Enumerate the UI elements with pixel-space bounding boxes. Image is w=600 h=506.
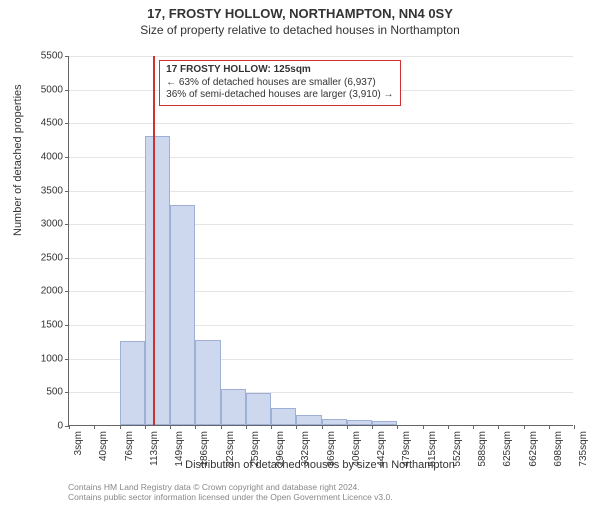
ytick-mark xyxy=(65,392,69,393)
marker-line xyxy=(153,56,155,425)
annotation-line-3: 36% of semi-detached houses are larger (… xyxy=(166,89,393,102)
ytick-mark xyxy=(65,224,69,225)
ytick-label: 1500 xyxy=(41,320,63,331)
ytick-label: 5000 xyxy=(41,84,63,95)
histogram-bar xyxy=(271,408,296,425)
plot-area: 0500100015002000250030003500400045005000… xyxy=(68,56,573,426)
histogram-bar xyxy=(120,341,145,425)
xtick-mark xyxy=(246,425,247,429)
y-axis-label: Number of detached properties xyxy=(12,84,24,236)
xtick-label: 698sqm xyxy=(553,431,564,467)
xtick-mark xyxy=(296,425,297,429)
xtick-label: 735sqm xyxy=(578,431,589,467)
ytick-label: 2500 xyxy=(41,252,63,263)
annotation-line-1: 17 FROSTY HOLLOW: 125sqm xyxy=(166,64,393,77)
ytick-label: 0 xyxy=(57,421,63,432)
xtick-mark xyxy=(423,425,424,429)
footer-line-1: Contains HM Land Registry data © Crown c… xyxy=(68,482,393,492)
xtick-label: 625sqm xyxy=(502,431,513,467)
xtick-label: 113sqm xyxy=(149,431,160,466)
ytick-mark xyxy=(65,191,69,192)
page-title: 17, FROSTY HOLLOW, NORTHAMPTON, NN4 0SY xyxy=(0,6,600,21)
ytick-label: 4500 xyxy=(41,118,63,129)
xtick-label: 149sqm xyxy=(174,431,185,467)
ytick-label: 500 xyxy=(46,387,63,398)
xtick-label: 662sqm xyxy=(528,431,539,467)
xtick-mark xyxy=(221,425,222,429)
ytick-label: 3500 xyxy=(41,185,63,196)
xtick-mark xyxy=(170,425,171,429)
xtick-label: 40sqm xyxy=(98,431,109,461)
xtick-mark xyxy=(120,425,121,429)
ytick-label: 2000 xyxy=(41,286,63,297)
xtick-mark xyxy=(195,425,196,429)
histogram-bar xyxy=(195,340,220,425)
xtick-mark xyxy=(372,425,373,429)
footer-line-2: Contains public sector information licen… xyxy=(68,492,393,502)
xtick-mark xyxy=(347,425,348,429)
xtick-mark xyxy=(524,425,525,429)
ytick-mark xyxy=(65,123,69,124)
histogram-bar xyxy=(372,421,397,425)
ytick-label: 3000 xyxy=(41,219,63,230)
annotation-box: 17 FROSTY HOLLOW: 125sqm← 63% of detache… xyxy=(159,60,400,106)
grid-line xyxy=(69,123,573,124)
ytick-mark xyxy=(65,157,69,158)
ytick-mark xyxy=(65,258,69,259)
ytick-label: 4000 xyxy=(41,151,63,162)
x-axis-label: Distribution of detached houses by size … xyxy=(185,459,455,471)
xtick-mark xyxy=(448,425,449,429)
histogram-bar xyxy=(145,136,170,425)
footer-attribution: Contains HM Land Registry data © Crown c… xyxy=(68,482,393,502)
ytick-mark xyxy=(65,325,69,326)
xtick-mark xyxy=(397,425,398,429)
xtick-mark xyxy=(94,425,95,429)
xtick-mark xyxy=(69,425,70,429)
histogram-chart: 0500100015002000250030003500400045005000… xyxy=(68,56,573,426)
ytick-mark xyxy=(65,90,69,91)
histogram-bar xyxy=(246,393,271,425)
histogram-bar xyxy=(347,420,372,425)
histogram-bar xyxy=(221,389,246,425)
ytick-label: 5500 xyxy=(41,51,63,62)
ytick-mark xyxy=(65,291,69,292)
ytick-mark xyxy=(65,56,69,57)
histogram-bar xyxy=(170,205,195,425)
annotation-line-2: ← 63% of detached houses are smaller (6,… xyxy=(166,77,393,90)
ytick-mark xyxy=(65,359,69,360)
xtick-mark xyxy=(271,425,272,429)
xtick-mark xyxy=(322,425,323,429)
xtick-mark xyxy=(574,425,575,429)
grid-line xyxy=(69,56,573,57)
xtick-label: 76sqm xyxy=(124,431,135,461)
xtick-mark xyxy=(549,425,550,429)
xtick-mark xyxy=(145,425,146,429)
xtick-mark xyxy=(473,425,474,429)
xtick-label: 588sqm xyxy=(477,431,488,467)
xtick-mark xyxy=(498,425,499,429)
xtick-label: 3sqm xyxy=(73,431,84,455)
page-subtitle: Size of property relative to detached ho… xyxy=(0,23,600,37)
histogram-bar xyxy=(322,419,347,425)
ytick-label: 1000 xyxy=(41,353,63,364)
histogram-bar xyxy=(296,415,321,425)
